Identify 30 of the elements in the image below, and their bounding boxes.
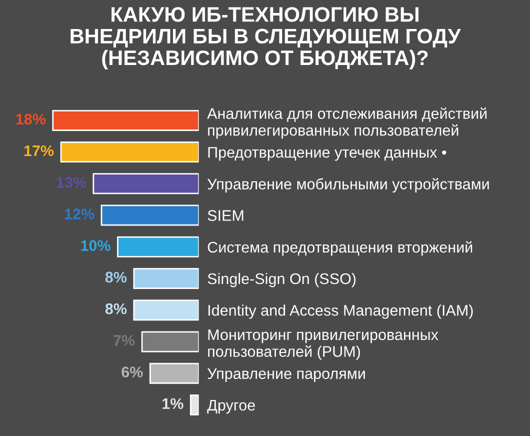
y-tick-label: Предотвращение утечек данных •: [208, 147, 446, 161]
data-label: 8%: [105, 303, 127, 314]
data-label: 6%: [122, 366, 143, 378]
bar: [52, 110, 199, 131]
bar: [92, 173, 199, 194]
y-tick-label: Управление мобильными устройствами: [207, 178, 489, 193]
data-label: 18%: [16, 114, 46, 125]
y-tick-label: Управление паролями: [207, 368, 365, 382]
bar: [141, 331, 199, 352]
data-label: 12%: [64, 208, 94, 220]
y-tick-label: Single-Sign On (SSO): [208, 272, 356, 288]
y-tick-label: Другое: [207, 400, 255, 414]
bar: [117, 236, 199, 258]
text: КАКУЮ ИБ-ТЕХНОЛОГИЮ ВЫ ВНЕДРИЛИ БЫ В СЛЕДУЮЩЕМ ГОДУ (НЕЗАВИСИМО ОТ БЮДЖЕТА)?: [70, 7, 461, 70]
data-label: 13%: [56, 176, 86, 188]
y-tick-label: SIEM: [208, 210, 244, 221]
bar: [60, 142, 199, 163]
y-tick-label: Мониторинг привилегированных пользователей (PUM): [208, 329, 438, 360]
bar: [100, 204, 199, 226]
y-tick-label: Система предотвращения вторжений: [208, 241, 472, 256]
bar: [133, 268, 199, 289]
data-label: 17%: [24, 145, 54, 156]
data-label: 8%: [105, 272, 127, 283]
bar: [149, 362, 199, 384]
data-label: 10%: [81, 240, 110, 251]
y-tick-label: Identity and Access Management (IAM): [208, 304, 473, 319]
bar: [133, 300, 199, 321]
y-tick-label: Аналитика для отслеживания действий привилегированных пользователей: [207, 107, 487, 139]
data-label: 1%: [162, 398, 184, 410]
bar: [190, 394, 199, 416]
